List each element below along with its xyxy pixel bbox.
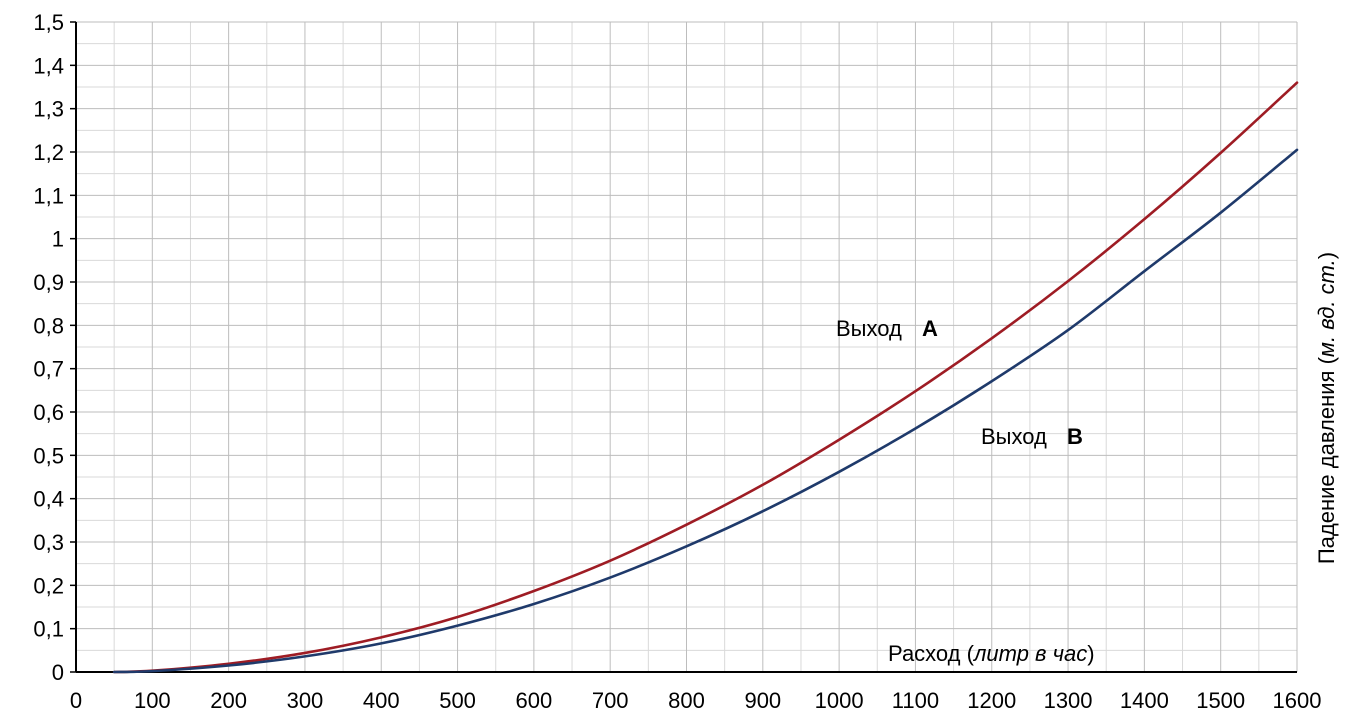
y-tick-labels: 0 0,1 0,2 0,3 0,4 0,5 0,6 0,7 0,8 0,9 1 1,1 1,2 1,3 1,…: [33, 10, 64, 685]
y-tick-label: 0,6: [33, 400, 64, 425]
series-line-b: [112, 148, 1299, 674]
series-label-a-text: Выход: [836, 316, 902, 341]
x-tick-label: 0: [70, 688, 82, 713]
y-tick-label: 0,9: [33, 270, 64, 295]
x-tick-label: 100: [134, 688, 171, 713]
y-tick-label: 0,5: [33, 443, 64, 468]
y-tick-label: 1,5: [33, 10, 64, 35]
x-tick-label: 700: [592, 688, 629, 713]
y-axis-title-prefix: Падение давления (: [1314, 356, 1339, 564]
y-tick-label: 1: [52, 227, 64, 252]
x-tick-label: 400: [363, 688, 400, 713]
y-tick-label: 1,1: [33, 183, 64, 208]
series-label-a-letter: А: [922, 316, 938, 341]
x-tick-labels: 0 100 200 300 400 500 600 700 800 900 1000 1100 1200…: [70, 688, 1322, 713]
x-tick-label: 1500: [1196, 688, 1245, 713]
x-tick-label: 500: [439, 688, 476, 713]
x-axis-title-prefix: Расход (: [888, 641, 975, 666]
x-axis-title: Расход (литр в час): [888, 641, 1095, 666]
series-label-b-text: Выход: [981, 424, 1047, 449]
y-tick-label: 1,2: [33, 140, 64, 165]
x-tick-label: 1200: [967, 688, 1016, 713]
x-tick-label: 600: [516, 688, 553, 713]
x-tick-label: 1000: [815, 688, 864, 713]
axes: [70, 21, 1297, 673]
y-tick-label: 0,1: [33, 617, 64, 642]
y-tick-label: 0,4: [33, 487, 64, 512]
y-tick-label: 0,8: [33, 313, 64, 338]
x-axis-title-suffix: ): [1087, 641, 1094, 666]
series-label-b-letter: В: [1067, 424, 1083, 449]
y-tick-label: 1,3: [33, 97, 64, 122]
x-tick-label: 1400: [1120, 688, 1169, 713]
x-tick-label: 200: [210, 688, 247, 713]
y-tick-label: 1,4: [33, 53, 64, 78]
x-tick-label: 900: [744, 688, 781, 713]
series-line-a: [112, 81, 1299, 674]
y-tick-label: 0,2: [33, 573, 64, 598]
grid-major-lines: [76, 21, 1298, 672]
series-label-b: Выход В: [981, 424, 1083, 449]
x-tick-label: 300: [287, 688, 324, 713]
x-tick-label: 1600: [1273, 688, 1322, 713]
series-lines: [112, 81, 1299, 674]
series-label-a: Выход А: [836, 316, 938, 341]
y-axis-title-suffix: ): [1314, 252, 1339, 259]
y-tick-label: 0,7: [33, 357, 64, 382]
x-tick-label: 1100: [892, 688, 939, 713]
x-axis-title-italic: литр в час: [972, 641, 1087, 666]
y-axis-title: Падение давления (м. вд. ст.): [1314, 252, 1339, 564]
x-tick-label: 800: [668, 688, 705, 713]
y-tick-label: 0: [52, 660, 64, 685]
y-axis-title-italic: м. вд. ст.: [1314, 259, 1339, 357]
x-tick-label: 1300: [1044, 688, 1093, 713]
y-tick-label: 0,3: [33, 530, 64, 555]
